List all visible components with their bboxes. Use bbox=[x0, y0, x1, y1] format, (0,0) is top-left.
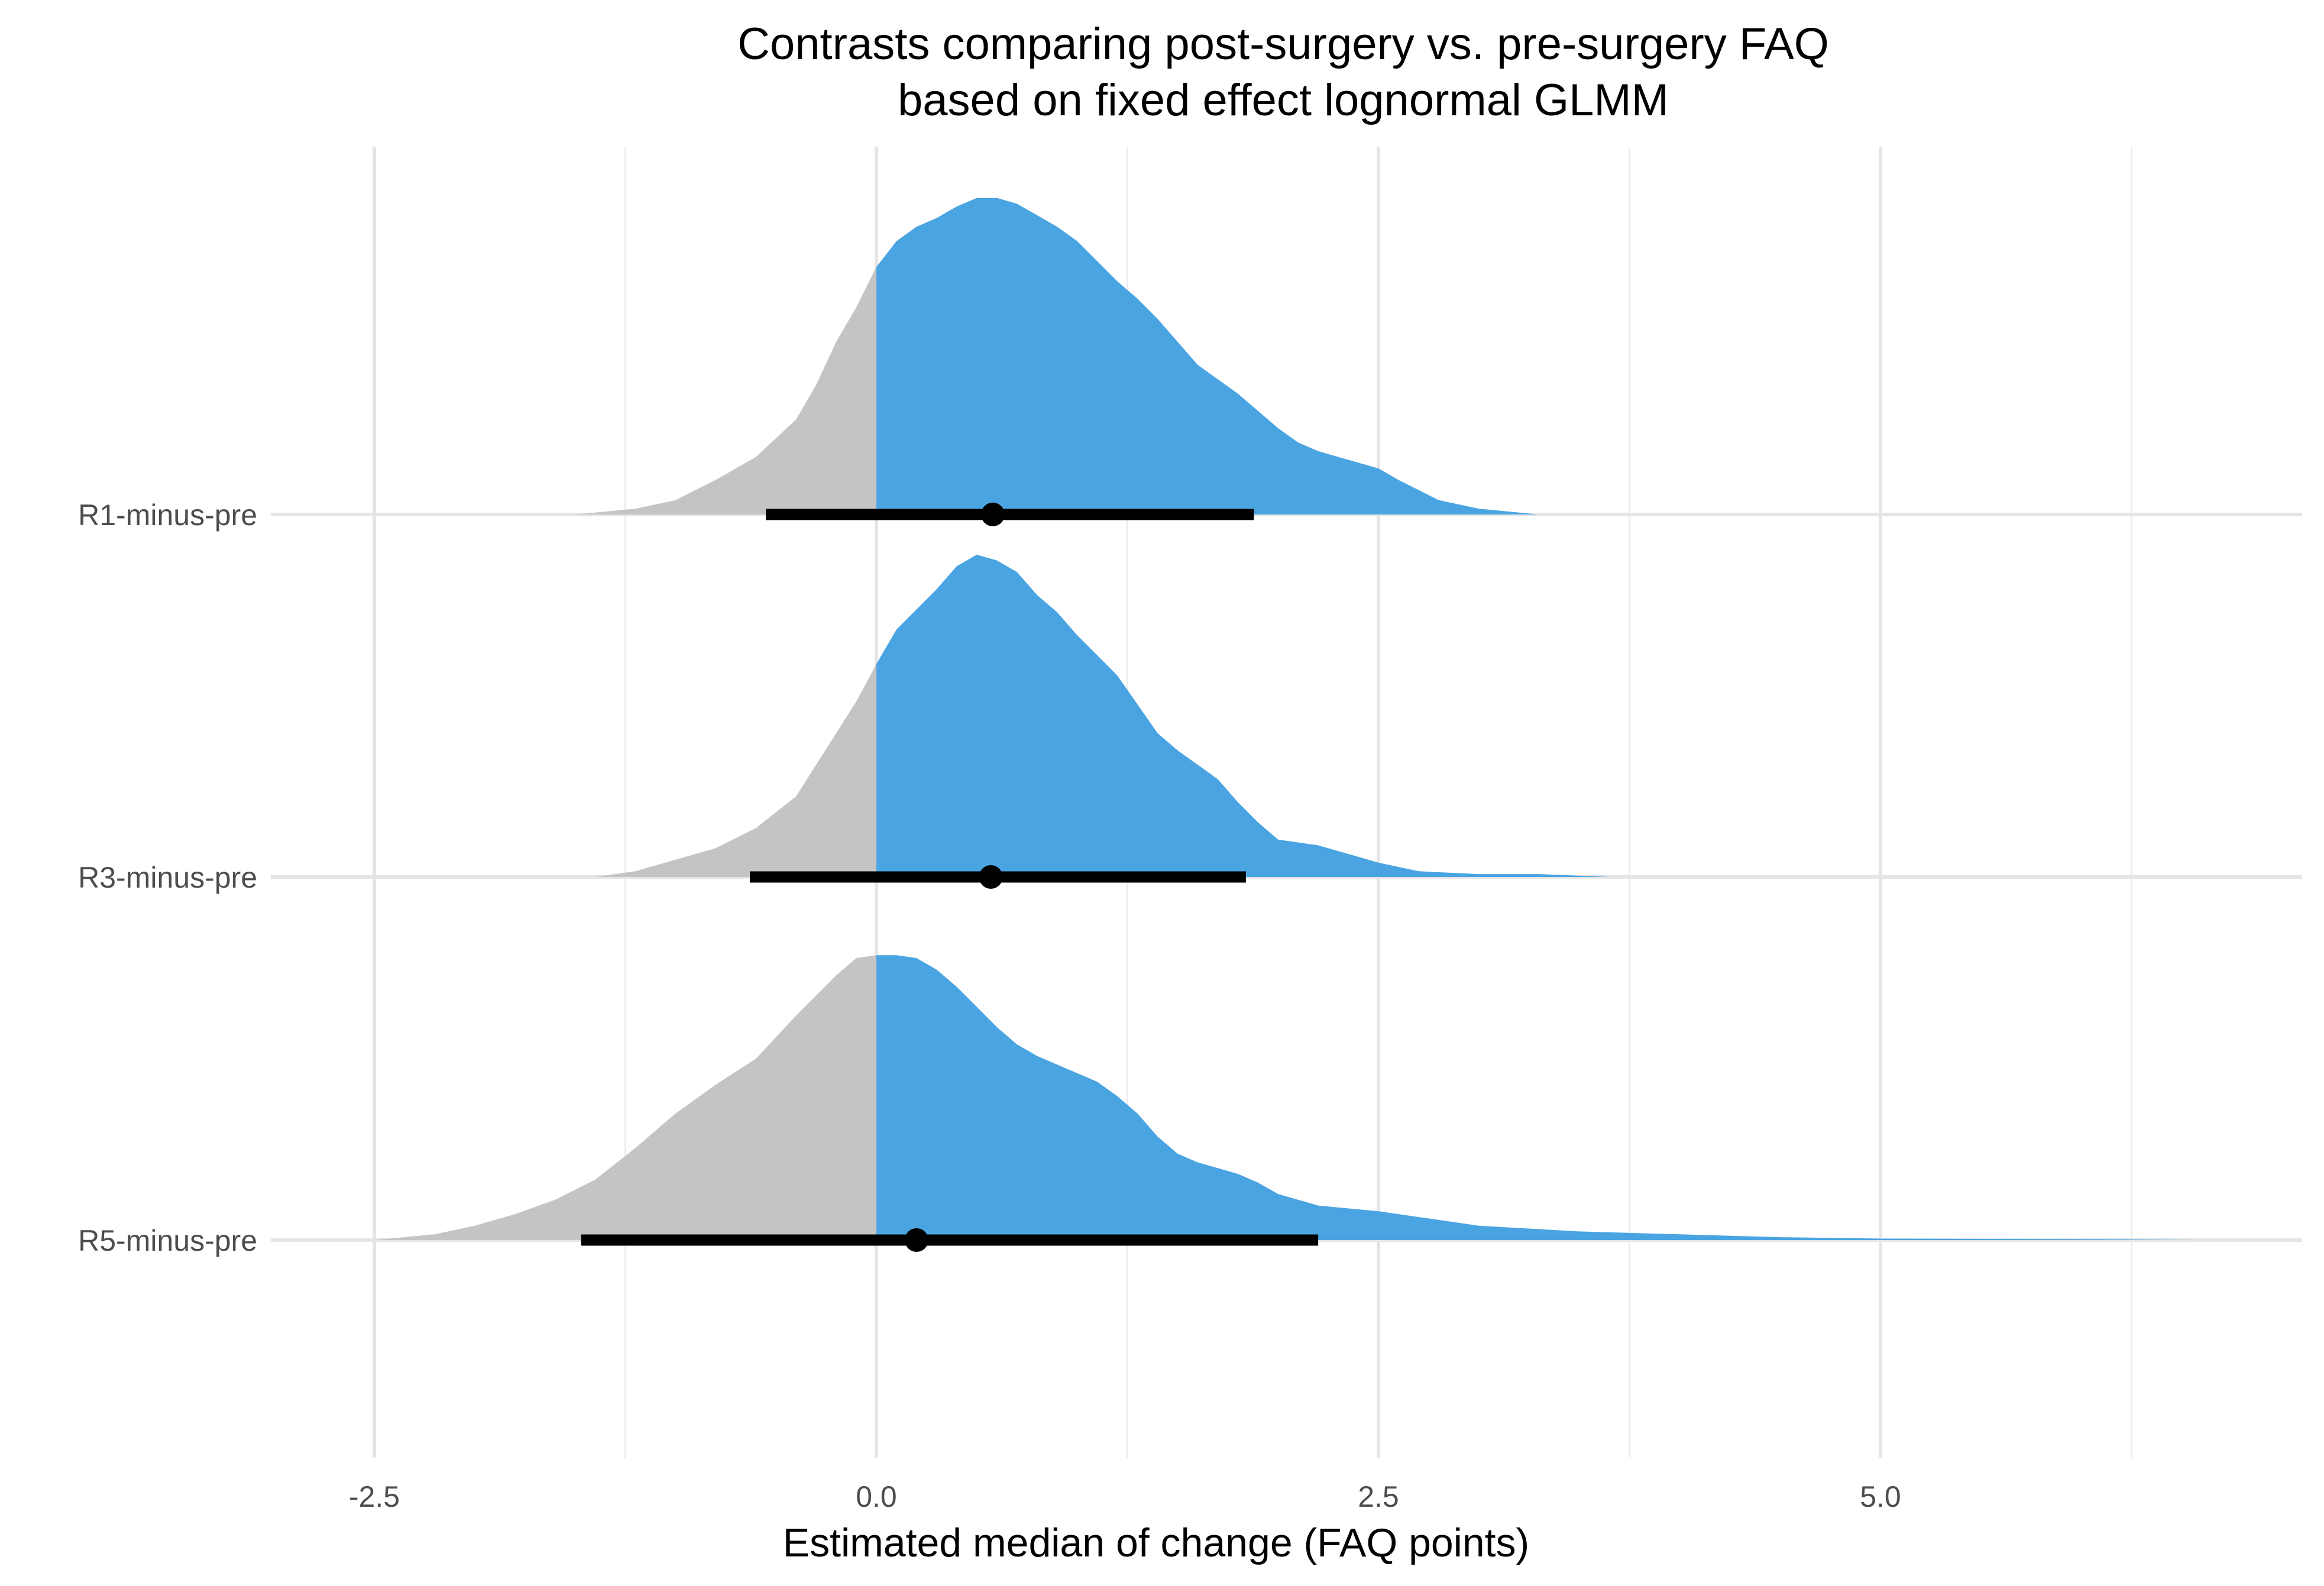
y-tick-label-R5-minus-pre: R5-minus-pre bbox=[78, 1224, 257, 1257]
density-above-zero-R5-minus-pre bbox=[876, 955, 2202, 1240]
point-estimate-R1-minus-pre bbox=[980, 503, 1005, 526]
chart-title: Contrasts comparing post-surgery vs. pre… bbox=[737, 19, 1829, 125]
y-tick-label-R1-minus-pre: R1-minus-pre bbox=[78, 499, 257, 532]
density-above-zero-R1-minus-pre bbox=[876, 198, 1539, 514]
density-below-zero-R5-minus-pre bbox=[374, 955, 876, 1240]
density-above-zero-R3-minus-pre bbox=[876, 555, 1610, 877]
interval-marks bbox=[581, 503, 1319, 1252]
point-estimate-R3-minus-pre bbox=[979, 865, 1003, 889]
x-tick-label: -2.5 bbox=[349, 1480, 400, 1513]
axes: -2.5 0.0 2.5 5.0 R1-minus-pre R3-minus-pre R5-… bbox=[78, 499, 1901, 1513]
x-tick-label: 0.0 bbox=[856, 1480, 897, 1513]
chart-title-line: based on fixed effect lognormal GLMM bbox=[898, 75, 1669, 125]
y-tick-label-R3-minus-pre: R3-minus-pre bbox=[78, 861, 257, 894]
chart-title-line: Contrasts comparing post-surgery vs. pre… bbox=[737, 19, 1829, 69]
x-tick-label: 2.5 bbox=[1358, 1480, 1399, 1513]
density-below-zero-R1-minus-pre bbox=[575, 267, 876, 514]
x-tick-label: 5.0 bbox=[1860, 1480, 1901, 1513]
density-ridges bbox=[374, 198, 2202, 1240]
density-below-zero-R3-minus-pre bbox=[595, 663, 876, 877]
grid bbox=[271, 147, 2302, 1458]
point-estimate-R5-minus-pre bbox=[904, 1228, 928, 1252]
x-axis-title: Estimated median of change (FAQ points) bbox=[783, 1520, 1529, 1565]
